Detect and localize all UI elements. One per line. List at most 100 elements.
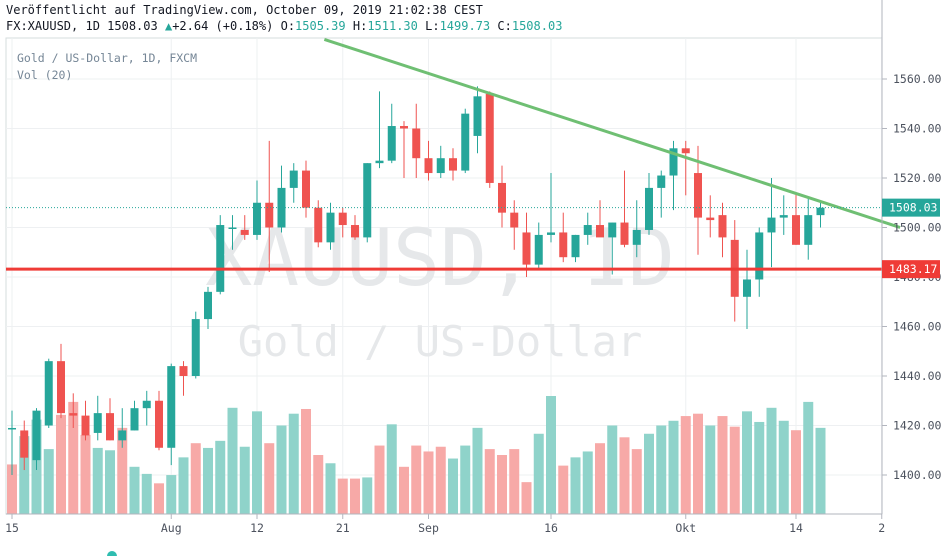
- volume-bar: [19, 436, 30, 514]
- candle-body: [142, 400, 151, 409]
- candle-body: [314, 207, 323, 243]
- time-tick-label: 14: [789, 521, 803, 535]
- volume-bar: [460, 445, 471, 514]
- price-tick-label: 1540.00: [893, 122, 942, 136]
- volume-bar: [521, 482, 532, 514]
- candle-body: [302, 170, 310, 208]
- volume-bar: [546, 396, 556, 514]
- volume-bar: [105, 450, 115, 514]
- volume-bar: [680, 416, 691, 514]
- watermark: XAUUSD, 1D Gold / US-Dollar: [205, 214, 675, 366]
- volume-bar: [656, 425, 667, 514]
- candle-body: [547, 232, 555, 235]
- last-price: 1508.03: [107, 19, 158, 33]
- tradingview-logo-icon: [107, 551, 117, 560]
- candle-body: [191, 319, 200, 376]
- volume-bar: [362, 477, 373, 514]
- candle-body: [510, 212, 519, 228]
- volume-bar: [631, 449, 642, 514]
- time-axis[interactable]: 15 Aug 12 21 Sep 16 Okt 14 2: [5, 514, 885, 535]
- candle-body: [694, 173, 702, 218]
- high-label: H:: [352, 19, 368, 33]
- high-value: 1511.30: [367, 19, 418, 33]
- volume-bar: [815, 427, 826, 514]
- candle-body: [228, 227, 237, 229]
- candle-body: [216, 225, 225, 292]
- candle-body: [338, 212, 347, 226]
- support-price-label-bg: [882, 260, 940, 279]
- candle-body: [326, 212, 335, 243]
- price-axis[interactable]: 1400.001420.001440.001460.001480.001500.…: [882, 72, 942, 482]
- candle-body: [412, 128, 421, 159]
- time-tick-label: Okt: [675, 521, 696, 535]
- current-price-label: 1508.03: [889, 201, 938, 215]
- price-tick-label: 1400.00: [893, 468, 942, 482]
- volume-bar: [693, 413, 703, 514]
- candle-body: [755, 232, 764, 280]
- candles: [8, 86, 825, 475]
- volume-bar: [190, 443, 201, 514]
- volume-bar: [448, 458, 458, 514]
- candle-body: [32, 410, 41, 461]
- low-label: L:: [425, 19, 440, 33]
- time-tick-label: Aug: [161, 521, 182, 535]
- candle-body: [485, 93, 494, 183]
- candle-body: [265, 202, 274, 228]
- trend-line[interactable]: [323, 37, 901, 229]
- candle-body: [277, 187, 286, 228]
- volume-bar: [7, 464, 17, 514]
- volume-bar: [43, 449, 54, 514]
- volume-bar: [386, 424, 397, 514]
- volume-bar: [276, 425, 287, 514]
- time-tick-label: 16: [544, 521, 558, 535]
- candle-body: [20, 430, 29, 458]
- legend-volume[interactable]: Vol (20): [17, 68, 72, 82]
- candle-body: [375, 160, 384, 164]
- volume-bar: [337, 478, 348, 514]
- volume-bar: [325, 463, 336, 514]
- volume-bar: [509, 449, 520, 514]
- open-value: 1505.39: [295, 19, 346, 33]
- change-value: +2.64 (+0.18%): [172, 19, 274, 33]
- candle-body: [583, 225, 592, 235]
- candle-body: [351, 225, 359, 238]
- candle-body: [779, 215, 788, 218]
- volume-bar: [374, 445, 385, 514]
- volume-bar: [766, 407, 777, 514]
- volume-bar: [570, 457, 581, 514]
- volume-bar: [717, 416, 728, 514]
- change-up-icon: ▲: [164, 19, 173, 33]
- published-line: Veröffentlicht auf TradingView.com, Octo…: [6, 3, 483, 17]
- time-tick-label: 21: [336, 521, 350, 535]
- volume-bar: [644, 433, 654, 514]
- candle-body: [473, 96, 482, 136]
- candle-body: [767, 217, 776, 233]
- volume-bar: [227, 407, 238, 514]
- candle-body: [179, 366, 188, 376]
- volume-bar: [435, 446, 446, 514]
- candle-body: [706, 217, 715, 221]
- volume-bar: [729, 426, 740, 514]
- time-tick-label: Sep: [418, 521, 439, 535]
- volume-bar: [68, 401, 79, 514]
- volume-bar: [533, 433, 544, 514]
- candle-body: [363, 163, 372, 238]
- candle-body: [44, 361, 53, 426]
- volume-bar: [178, 457, 189, 514]
- candle-body: [534, 234, 543, 265]
- volume-bar: [154, 483, 164, 514]
- volume-bar: [582, 451, 593, 514]
- volume-bar: [803, 401, 814, 514]
- volume-bar: [742, 411, 752, 514]
- volume-bar: [239, 446, 250, 514]
- candle-body: [400, 126, 408, 129]
- legend-title[interactable]: Gold / US-Dollar, 1D, FXCM: [17, 51, 197, 65]
- volume-bar: [411, 445, 422, 514]
- candle-body: [718, 215, 727, 238]
- volume-bar: [778, 420, 789, 514]
- current-price-label-bg: [882, 198, 940, 217]
- volume-bar: [423, 451, 434, 514]
- candle-body: [289, 170, 298, 188]
